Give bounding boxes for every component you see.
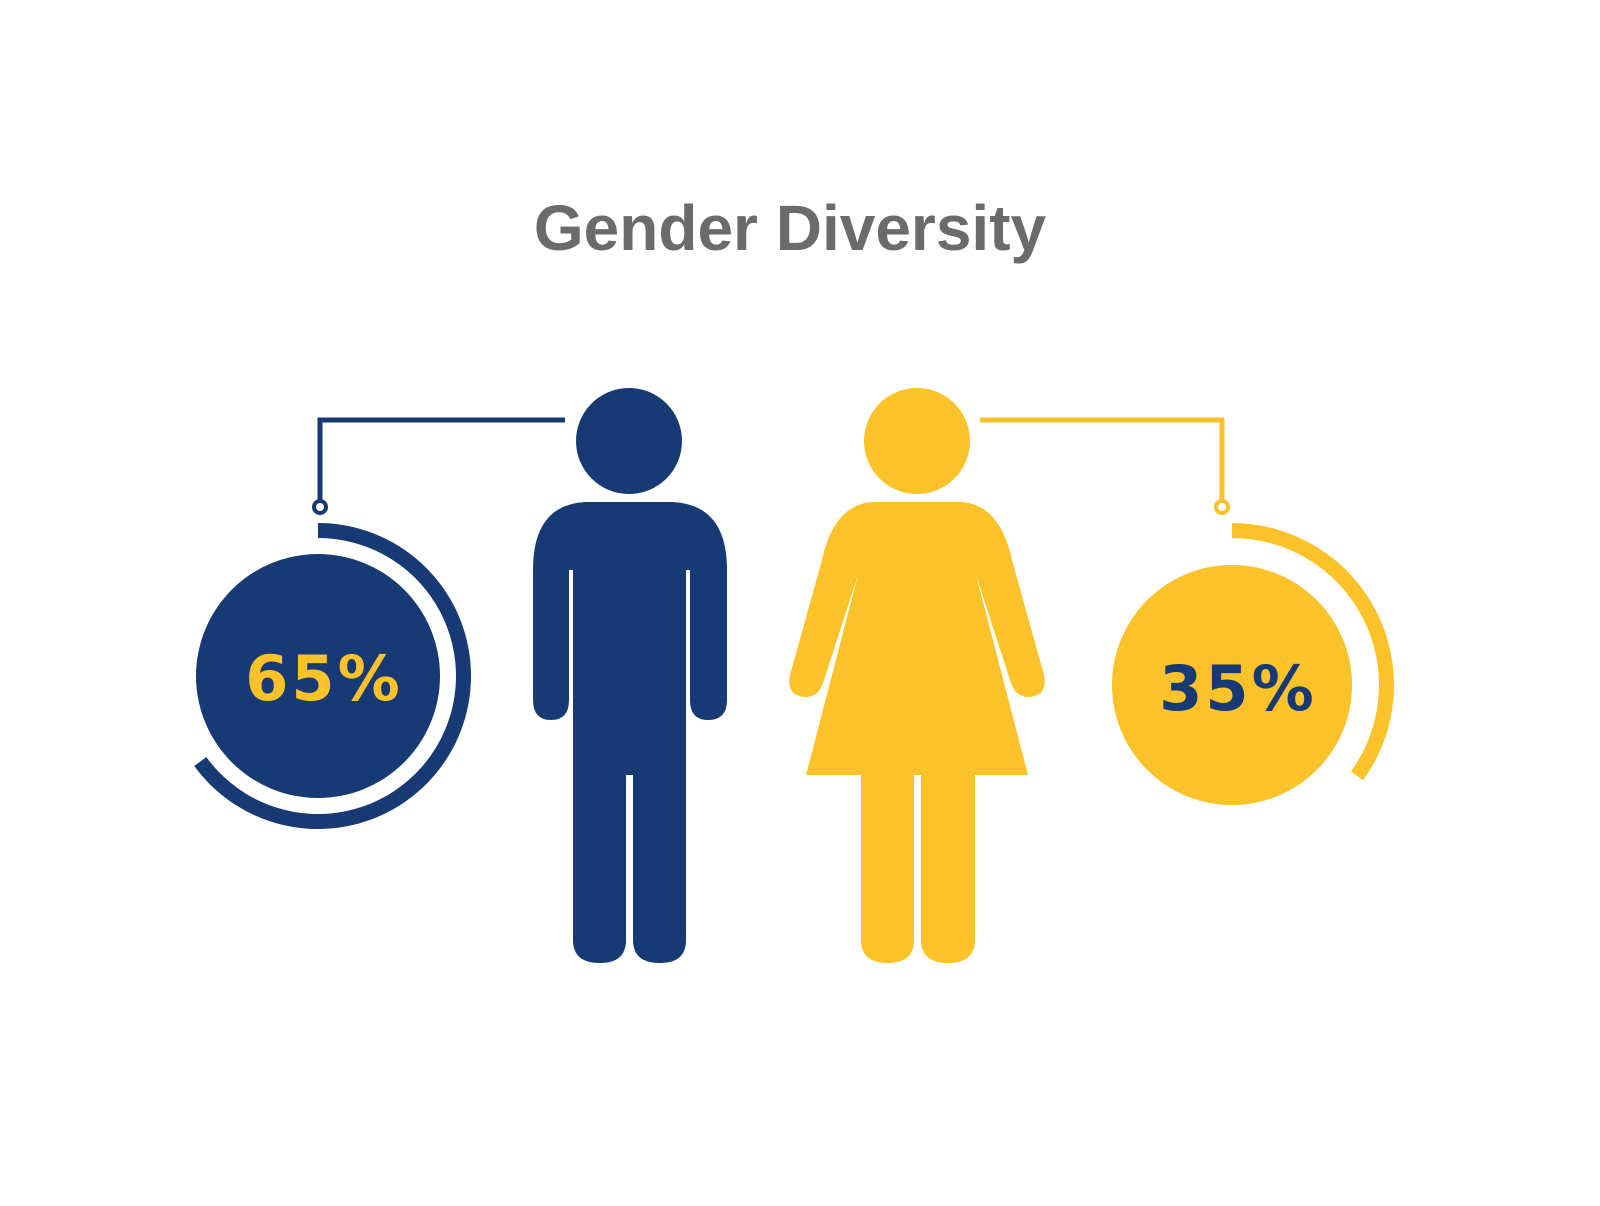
female-percent-label: 35% bbox=[1159, 652, 1316, 725]
female-progress-arc bbox=[1232, 523, 1395, 781]
female-connector bbox=[980, 417, 1230, 515]
female-gauge: 35% bbox=[1112, 523, 1395, 805]
male-figure-icon bbox=[533, 388, 727, 963]
chart-title: Gender Diversity bbox=[534, 192, 1047, 264]
male-percent-disc bbox=[196, 554, 440, 798]
female-figure-icon bbox=[789, 388, 1045, 963]
male-percent-label: 65% bbox=[245, 642, 402, 715]
female-percent-disc bbox=[1112, 565, 1352, 805]
male-gauge: 65% bbox=[194, 523, 471, 830]
male-connector bbox=[312, 417, 565, 515]
